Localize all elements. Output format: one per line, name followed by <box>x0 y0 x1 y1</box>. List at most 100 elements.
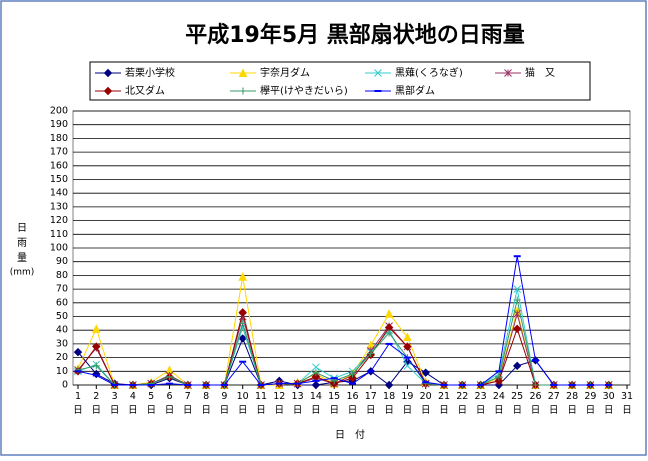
y-tick-label: 90 <box>56 256 68 267</box>
marker <box>239 319 247 327</box>
x-tick-label: 13 日 <box>292 391 304 416</box>
x-tick-label: 26 日 <box>529 391 541 416</box>
chart-title: 平成19年5月 黒部扇状地の日雨量 <box>185 22 525 48</box>
x-tick-label: 28 日 <box>566 391 578 416</box>
marker <box>238 334 247 343</box>
x-tick-label: 11 日 <box>255 391 267 416</box>
marker <box>349 370 356 378</box>
y-tick-label: 120 <box>50 215 68 226</box>
marker <box>513 285 522 293</box>
x-tick-label: 27 日 <box>548 391 560 416</box>
y-tick-label: 200 <box>50 106 68 117</box>
marker <box>92 342 101 351</box>
y-tick-label: 130 <box>50 201 68 212</box>
y-tick-label: 150 <box>50 174 68 185</box>
x-tick-label: 14 日 <box>310 391 322 416</box>
x-tick-label: 19 日 <box>401 391 413 416</box>
legend-label: 猫 又 <box>525 66 555 79</box>
legend-label: 若栗小学校 <box>125 66 175 79</box>
legend-box <box>89 61 591 101</box>
x-tick-label: 22 日 <box>456 391 468 416</box>
legend-label: 欅平(けやきだいら) <box>260 85 348 97</box>
marker <box>91 324 101 333</box>
x-tick-label: 31 日 <box>621 391 633 416</box>
legend-label: 黒薙(くろなぎ) <box>395 66 463 79</box>
marker <box>312 363 320 372</box>
y-tick-label: 60 <box>56 297 68 308</box>
y-axis-label: 日雨量 <box>17 223 27 264</box>
x-tick-label: 10 日 <box>237 391 249 416</box>
marker <box>238 272 248 281</box>
x-tick-label: 23 日 <box>475 391 487 416</box>
series-line <box>77 299 609 386</box>
x-tick-label: 17 日 <box>365 391 377 416</box>
x-tick-label: 16 日 <box>346 391 358 416</box>
marker <box>384 380 394 390</box>
y-tick-label: 170 <box>50 147 68 158</box>
marker <box>238 68 248 77</box>
marker <box>512 324 522 334</box>
marker <box>103 68 113 78</box>
legend-label: 北又ダム <box>125 84 165 97</box>
y-tick-label: 110 <box>50 229 68 240</box>
marker <box>384 309 394 318</box>
marker <box>374 69 382 77</box>
y-tick-label: 100 <box>50 243 68 254</box>
x-tick-label: 30 日 <box>603 391 615 416</box>
x-axis-label: 日 付 <box>335 428 365 441</box>
marker <box>403 332 412 342</box>
marker <box>367 349 375 357</box>
marker <box>92 362 100 370</box>
y-tick-label: 80 <box>56 270 68 281</box>
x-tick-label: 24 日 <box>493 391 505 416</box>
y-tick-label: 160 <box>50 160 68 171</box>
marker <box>512 361 522 371</box>
marker <box>348 373 357 383</box>
y-tick-label: 70 <box>56 284 68 295</box>
marker <box>166 373 173 381</box>
marker <box>421 368 430 377</box>
marker <box>513 296 521 304</box>
y-tick-label: 50 <box>56 311 68 322</box>
x-tick-label: 20 日 <box>420 391 432 416</box>
marker <box>73 347 83 357</box>
y-tick-label: 0 <box>62 380 68 391</box>
y-tick-label: 20 <box>56 352 68 363</box>
legend-label: 黒部ダム <box>395 84 435 97</box>
marker <box>504 69 512 77</box>
x-tick-label: 15 日 <box>328 391 340 416</box>
marker <box>312 369 320 377</box>
x-tick-label: 12 日 <box>273 391 285 416</box>
marker <box>494 376 504 386</box>
marker <box>403 342 412 351</box>
marker <box>239 87 247 95</box>
y-tick-label: 40 <box>56 325 68 336</box>
marker <box>403 361 412 370</box>
marker <box>311 380 321 390</box>
y-tick-label: 10 <box>56 366 68 377</box>
y-tick-label: 190 <box>50 119 68 130</box>
marker <box>385 329 393 337</box>
x-tick-label: 18 日 <box>383 391 395 416</box>
x-tick-label: 21 日 <box>438 391 450 416</box>
y-tick-label: 140 <box>50 188 68 199</box>
x-tick-label: 29 日 <box>584 391 596 416</box>
marker <box>103 86 113 96</box>
marker <box>495 373 503 381</box>
marker <box>532 381 539 389</box>
legend-label: 宇奈月ダム <box>260 66 310 79</box>
y-tick-label: 180 <box>50 133 68 144</box>
y-axis-unit: (mm) <box>10 268 35 278</box>
x-tick-label: 25 日 <box>511 391 523 416</box>
marker <box>238 308 247 317</box>
